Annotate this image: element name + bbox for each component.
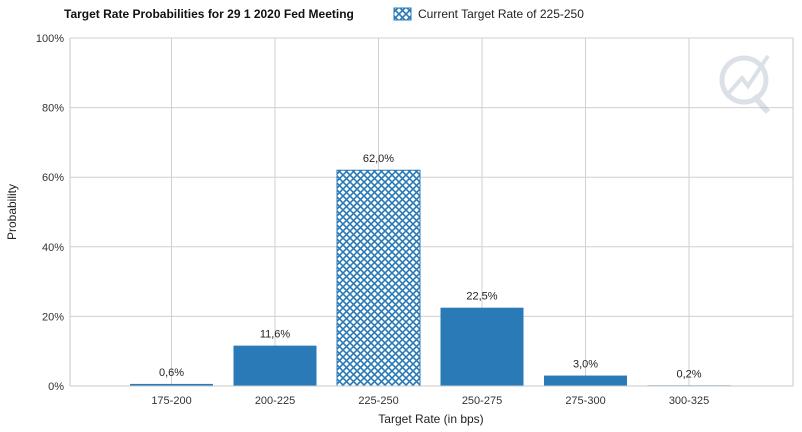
y-axis-label: Probability xyxy=(5,184,19,240)
data-label-200-225: 11,6% xyxy=(260,329,291,341)
data-labels: 0,6% 11,6% 62,0% 22,5% 3,0% 0,2% xyxy=(159,153,702,380)
data-label-225-250: 62,0% xyxy=(363,153,394,165)
legend-label-current-target: Current Target Rate of 225-250 xyxy=(418,7,584,21)
y-tick-label: 0% xyxy=(48,381,64,393)
x-axis-ticks: 175-200 200-225 225-250 250-275 275-300 300-3… xyxy=(151,395,709,407)
x-tick-label-200-225: 200-225 xyxy=(255,395,295,407)
x-tick-label-300-325: 300-325 xyxy=(669,395,709,407)
x-tick-label-175-200: 175-200 xyxy=(151,395,191,407)
watermark-logo xyxy=(719,54,771,114)
x-tick-label-275-300: 275-300 xyxy=(565,395,605,407)
bar-200-225 xyxy=(233,345,317,386)
bar-175-200 xyxy=(130,383,213,386)
x-tick-label-225-250: 225-250 xyxy=(358,395,398,407)
bar-250-275 xyxy=(440,307,524,386)
data-label-300-325: 0,2% xyxy=(676,368,701,380)
bars xyxy=(130,169,731,387)
y-axis-ticks: 0% 20% 40% 60% 80% 100% xyxy=(36,33,64,393)
data-label-250-275: 22,5% xyxy=(466,291,497,303)
y-tick-label: 60% xyxy=(42,172,64,184)
y-tick-label: 20% xyxy=(42,311,64,323)
bar-275-300 xyxy=(544,375,627,386)
data-label-175-200: 0,6% xyxy=(159,367,184,379)
data-label-275-300: 3,0% xyxy=(573,359,598,371)
y-tick-label: 80% xyxy=(42,103,64,115)
chart-title: Target Rate Probabilities for 29 1 2020 … xyxy=(64,7,354,21)
y-tick-label: 100% xyxy=(36,33,64,45)
x-tick-label-250-275: 250-275 xyxy=(462,395,502,407)
grid-lines xyxy=(70,37,793,386)
legend-swatch-current-target xyxy=(393,7,412,21)
bar-225-250 xyxy=(336,169,421,387)
y-tick-label: 40% xyxy=(42,242,64,254)
x-axis-label: Target Rate (in bps) xyxy=(378,412,483,426)
legend: Current Target Rate of 225-250 xyxy=(393,7,584,21)
